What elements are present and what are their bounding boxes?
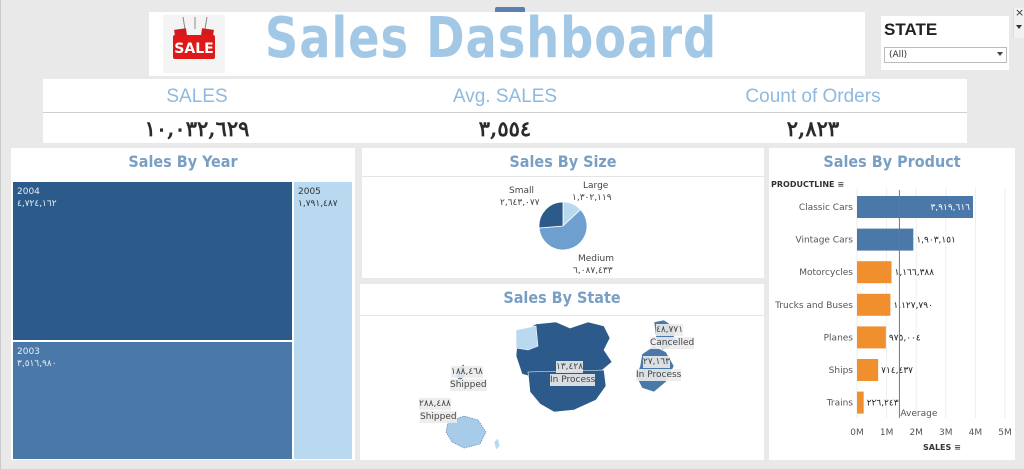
map-marker-value: ٢٧,١٦٣ xyxy=(643,356,671,368)
dropdown-value: (All) xyxy=(889,50,908,60)
sale-tag-icon: SALE xyxy=(173,16,215,59)
category-label: Planes xyxy=(824,333,854,343)
map-marker-value: ٢٨٨,٤٨٨ xyxy=(419,398,451,410)
map-marker-status: In Process xyxy=(636,369,682,381)
title-divider xyxy=(360,315,764,316)
bar[interactable] xyxy=(857,359,879,381)
average-label: Average xyxy=(900,409,937,419)
sales-by-size-panel: Sales By Size Small ٢,٦٤٣,٠٧٧ Large ١,٣٠… xyxy=(362,148,764,278)
pie-slice-small[interactable] xyxy=(538,201,564,229)
slice-value-medium: ٦,٠٨٧,٤٣٣ xyxy=(573,266,613,276)
filter-label: STATE xyxy=(884,20,938,39)
kpi-divider xyxy=(43,112,967,113)
slice-value-large: ١,٣٠٢,١١٩ xyxy=(572,193,612,203)
sort-icon[interactable]: ≡ xyxy=(837,180,845,189)
chevron-down-icon[interactable] xyxy=(1016,25,1022,29)
x-tick-label: 0M xyxy=(850,428,864,438)
x-tick-label: 1M xyxy=(880,428,894,438)
sort-icon[interactable]: ≡ xyxy=(954,443,961,452)
pie-slice-medium[interactable] xyxy=(538,208,588,251)
bar-value-label: ٣,٩١٩,٦١٦ xyxy=(930,203,970,213)
kpi-avg-label: Avg. SALES xyxy=(452,86,558,107)
map-marker-value: ٤٨,٧٧١ xyxy=(656,324,684,336)
bar-value-label: ٩٧٥,٠٠٤ xyxy=(889,333,921,343)
drag-handle[interactable] xyxy=(495,7,525,13)
logo-text: SALE xyxy=(174,41,213,57)
title-divider xyxy=(362,176,764,177)
map-region-new-zealand[interactable] xyxy=(493,437,501,451)
slice-label-medium: Medium xyxy=(578,254,614,264)
state-dropdown[interactable]: (All) xyxy=(884,47,1007,63)
axis-header-label: PRODUCTLINE xyxy=(771,180,835,189)
category-label: Classic Cars xyxy=(799,203,853,213)
bar[interactable] xyxy=(857,326,886,349)
category-label: Vintage Cars xyxy=(795,236,853,246)
category-label: Motorcycles xyxy=(799,268,853,278)
map-marker-status: Shipped xyxy=(420,411,457,423)
map-marker-status: In Process xyxy=(550,374,596,386)
x-tick-label: 2M xyxy=(909,428,923,438)
sales-by-state-panel: Sales By State ١٨٨,٤٦٨ Shipped ٢٨٨,٤٨٨ S… xyxy=(360,284,764,460)
bar[interactable] xyxy=(857,196,974,218)
cell-year: 2004 xyxy=(17,187,40,197)
bar-value-label: ٧١٤,٤٣٧ xyxy=(881,366,913,376)
bar[interactable] xyxy=(857,391,864,414)
bar-value-label: ١,١٢٧,٧٩٠ xyxy=(893,301,933,311)
kpi-orders-label: Count of Orders xyxy=(745,86,881,107)
slice-label-small: Small xyxy=(509,186,534,196)
treemap-cell-2003[interactable]: 2003 ٣,٥١٦,٩٨٠ xyxy=(13,342,292,459)
state-filter: STATE (All) xyxy=(881,16,1009,70)
header-panel: SALE Sales Dashboard xyxy=(149,6,865,76)
bar[interactable] xyxy=(857,293,891,316)
product-bar-chart: 0M 1M 2M 3M 4M 5M Classic Cars ٣,٩١٩,٦١٦ Vintage… xyxy=(774,188,1012,438)
map-marker-value: ١٨٨,٤٦٨ xyxy=(451,366,483,378)
treemap-cell-2004[interactable]: 2004 ٤,٧٢٤,١٦٢ xyxy=(13,182,292,340)
cell-value: ٣,٥١٦,٩٨٠ xyxy=(17,359,57,369)
panel-title: Sales By Year xyxy=(128,152,238,171)
x-tick-label: 4M xyxy=(969,428,983,438)
bar-value-label: ٢٢٦,٢٤٣ xyxy=(867,399,899,409)
cell-value: ١,٧٩١,٤٨٧ xyxy=(298,199,338,209)
kpi-orders-value: ٢,٨٢٣ xyxy=(786,116,840,141)
kpi-sales-value: ١٠,٠٣٢,٦٢٩ xyxy=(144,116,250,141)
x-axis-label: SALES ≡ xyxy=(923,443,961,452)
slice-value-small: ٢,٦٤٣,٠٧٧ xyxy=(500,198,540,208)
category-label: Trucks and Buses xyxy=(774,301,853,311)
bar[interactable] xyxy=(857,261,892,284)
axis-header: PRODUCTLINE ≡ xyxy=(771,180,844,189)
map-marker-value: ١٣,٤٢٨ xyxy=(556,361,584,373)
category-label: Trains xyxy=(826,399,854,409)
panel-title: Sales By State xyxy=(503,288,621,307)
dashboard-title: Sales Dashboard xyxy=(264,6,718,71)
size-pie-chart[interactable] xyxy=(538,201,588,251)
slice-label-large: Large xyxy=(583,181,609,191)
kpi-panel xyxy=(43,79,967,143)
category-label: Ships xyxy=(829,366,854,376)
bar[interactable] xyxy=(857,228,914,251)
world-map[interactable] xyxy=(360,316,764,460)
scrollbar[interactable]: × xyxy=(1013,6,1024,38)
map-marker-status: Cancelled xyxy=(650,337,695,349)
map-region-australia[interactable] xyxy=(445,415,487,449)
map-marker-status: Shipped xyxy=(450,379,487,391)
kpi-sales-label: SALES xyxy=(166,86,228,107)
close-icon[interactable]: × xyxy=(1015,6,1024,19)
kpi-avg-value: ٣,٥٥٤ xyxy=(478,116,532,141)
cell-year: 2003 xyxy=(17,347,40,357)
cell-value: ٤,٧٢٤,١٦٢ xyxy=(17,199,57,209)
x-tick-label: 5M xyxy=(998,428,1012,438)
bar-value-label: ١,٩٠٣,١٥١ xyxy=(916,236,956,246)
panel-title: Sales By Product xyxy=(823,152,961,171)
sale-logo: SALE xyxy=(163,15,225,73)
bar-value-label: ١,١٦٦,٣٨٨ xyxy=(895,268,935,278)
sales-by-year-panel: Sales By Year 2004 ٤,٧٢٤,١٦٢ 2003 ٣,٥١٦,… xyxy=(11,148,355,460)
treemap-cell-2005[interactable]: 2005 ١,٧٩١,٤٨٧ xyxy=(294,182,352,459)
chevron-down-icon xyxy=(997,52,1003,56)
x-tick-label: 3M xyxy=(939,428,953,438)
panel-title: Sales By Size xyxy=(509,152,617,171)
x-axis-title: SALES xyxy=(923,443,952,452)
cell-year: 2005 xyxy=(298,187,321,197)
map-region-alaska[interactable] xyxy=(515,325,539,351)
